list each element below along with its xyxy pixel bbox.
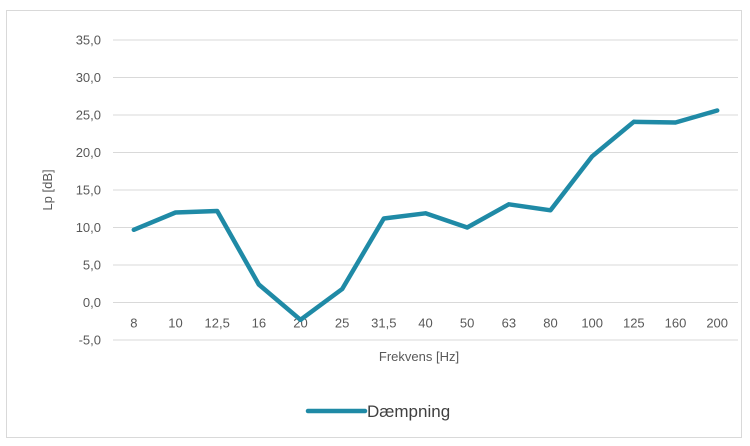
y-axis-title: Lp [dB] (40, 169, 55, 210)
x-tick-label: 125 (623, 316, 645, 331)
y-tick-label: 35,0 (76, 33, 101, 48)
x-tick-label: 16 (252, 316, 266, 331)
x-tick-label: 31,5 (371, 316, 396, 331)
y-tick-label: 5,0 (83, 258, 101, 273)
chart-frame (6, 10, 742, 438)
x-tick-label: 200 (706, 316, 728, 331)
x-tick-label: 50 (460, 316, 474, 331)
y-tick-label: 20,0 (76, 145, 101, 160)
gridlines (113, 39, 738, 341)
y-axis-tick-labels: -5,0 0,0 5,0 10,0 15,0 20,0 25,0 30,0 35,0 (76, 33, 101, 348)
x-tick-label: 40 (418, 316, 432, 331)
y-tick-label: 15,0 (76, 183, 101, 198)
x-tick-label: 63 (502, 316, 516, 331)
y-tick-label: 0,0 (83, 295, 101, 310)
x-tick-label: 80 (543, 316, 557, 331)
x-tick-label: 12,5 (205, 316, 230, 331)
legend-label: Dæmpning (367, 402, 450, 421)
legend: Dæmpning (305, 402, 450, 421)
series-lines (131, 108, 720, 323)
x-tick-label: 100 (581, 316, 603, 331)
x-tick-label: 10 (168, 316, 182, 331)
y-tick-label: 25,0 (76, 108, 101, 123)
y-tick-label: 30,0 (76, 70, 101, 85)
y-tick-label: -5,0 (79, 333, 101, 348)
y-tick-label: 10,0 (76, 220, 101, 235)
series-line (131, 108, 720, 323)
x-axis-title: Frekvens [Hz] (379, 349, 459, 364)
x-tick-label: 25 (335, 316, 349, 331)
x-tick-label: 160 (665, 316, 687, 331)
x-axis-tick-labels: 8 10 12,5 16 20 25 31,5 40 50 63 80 100 125 160 200 (130, 316, 728, 331)
x-tick-label: 8 (130, 316, 137, 331)
